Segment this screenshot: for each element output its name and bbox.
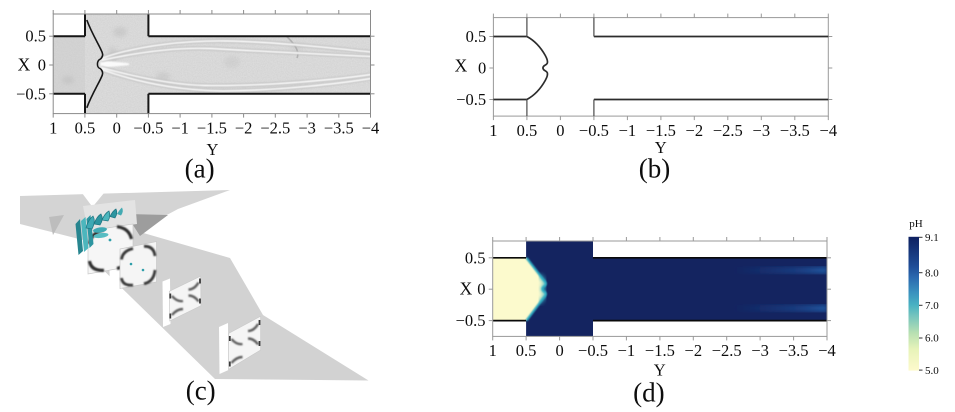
svg-text:−0.5: −0.5 bbox=[16, 84, 46, 103]
svg-text:X: X bbox=[18, 55, 31, 75]
svg-text:−3.5: −3.5 bbox=[324, 119, 354, 138]
svg-text:1: 1 bbox=[49, 119, 57, 138]
svg-text:−4: −4 bbox=[818, 341, 836, 360]
svg-text:−1.5: −1.5 bbox=[645, 341, 675, 360]
svg-text:0.5: 0.5 bbox=[466, 27, 487, 46]
svg-text:−2.5: −2.5 bbox=[260, 119, 290, 138]
svg-text:Y: Y bbox=[655, 138, 667, 157]
svg-text:−0.5: −0.5 bbox=[133, 119, 163, 138]
svg-text:−2.5: −2.5 bbox=[712, 341, 742, 360]
svg-text:0: 0 bbox=[477, 280, 485, 299]
svg-text:(d): (d) bbox=[633, 378, 664, 408]
svg-text:0.5: 0.5 bbox=[516, 341, 537, 360]
svg-text:0: 0 bbox=[113, 119, 121, 138]
svg-text:X: X bbox=[460, 278, 473, 298]
svg-text:−2: −2 bbox=[235, 119, 253, 138]
svg-text:−3: −3 bbox=[751, 341, 769, 360]
svg-text:5.0: 5.0 bbox=[925, 365, 939, 377]
svg-text:(a): (a) bbox=[185, 154, 215, 184]
svg-text:−1.5: −1.5 bbox=[646, 121, 676, 140]
svg-text:−3.5: −3.5 bbox=[779, 341, 809, 360]
svg-text:−0.5: −0.5 bbox=[456, 311, 486, 330]
svg-text:8.0: 8.0 bbox=[925, 267, 939, 279]
svg-text:pH: pH bbox=[909, 218, 923, 230]
svg-text:0.5: 0.5 bbox=[465, 248, 486, 267]
svg-text:−1: −1 bbox=[618, 341, 636, 360]
svg-text:−0.5: −0.5 bbox=[579, 121, 609, 140]
svg-text:−3: −3 bbox=[753, 121, 771, 140]
svg-text:7.0: 7.0 bbox=[925, 300, 939, 312]
svg-text:0.5: 0.5 bbox=[25, 27, 46, 46]
svg-text:−0.5: −0.5 bbox=[456, 90, 486, 109]
svg-text:1: 1 bbox=[489, 121, 497, 140]
svg-text:−1: −1 bbox=[619, 121, 637, 140]
svg-text:−3: −3 bbox=[298, 119, 316, 138]
svg-text:−1: −1 bbox=[171, 119, 189, 138]
svg-text:0: 0 bbox=[556, 121, 564, 140]
svg-text:−2.5: −2.5 bbox=[713, 121, 743, 140]
svg-text:−2: −2 bbox=[686, 121, 704, 140]
svg-text:6.0: 6.0 bbox=[925, 333, 939, 345]
svg-text:−1.5: −1.5 bbox=[197, 119, 227, 138]
svg-text:(c): (c) bbox=[186, 376, 216, 406]
svg-text:−4: −4 bbox=[820, 121, 838, 140]
svg-text:−3.5: −3.5 bbox=[780, 121, 810, 140]
svg-text:0.5: 0.5 bbox=[517, 121, 538, 140]
svg-text:−4: −4 bbox=[362, 119, 380, 138]
svg-text:0: 0 bbox=[555, 341, 563, 360]
svg-text:1: 1 bbox=[489, 341, 497, 360]
svg-text:0.5: 0.5 bbox=[75, 119, 96, 138]
svg-text:0: 0 bbox=[38, 56, 46, 75]
svg-text:Y: Y bbox=[654, 360, 666, 379]
svg-text:0: 0 bbox=[478, 59, 486, 78]
svg-text:9.1: 9.1 bbox=[925, 232, 939, 244]
svg-text:−2: −2 bbox=[685, 341, 703, 360]
svg-text:(b): (b) bbox=[639, 154, 670, 184]
svg-text:Y: Y bbox=[206, 140, 218, 159]
svg-text:−0.5: −0.5 bbox=[578, 341, 608, 360]
svg-text:X: X bbox=[455, 56, 468, 76]
